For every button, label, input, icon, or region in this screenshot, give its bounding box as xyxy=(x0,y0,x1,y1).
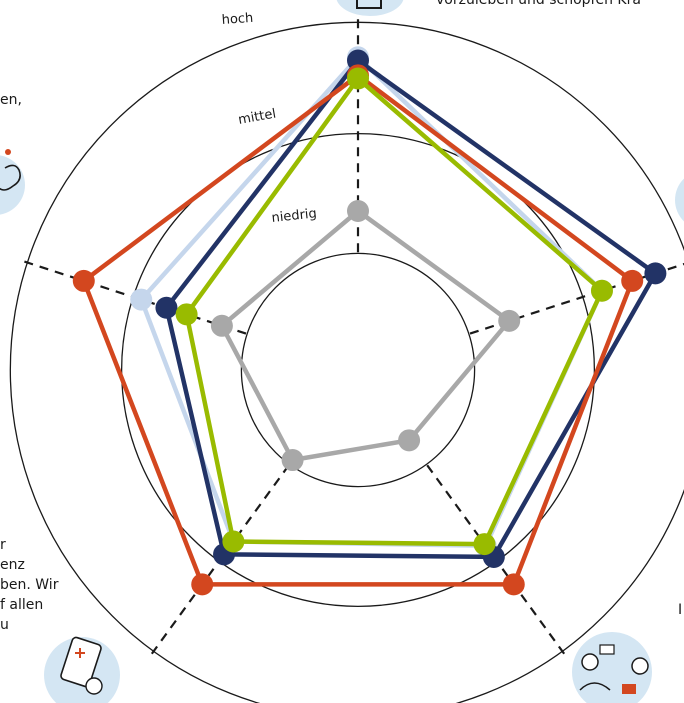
series-4-point-2 xyxy=(621,269,644,292)
chicken-icon xyxy=(0,149,25,215)
grid-ring-1 xyxy=(240,252,476,488)
series-5-point-3 xyxy=(473,533,496,556)
series-5-point-1 xyxy=(347,67,369,90)
ring-label-mittel: mittel xyxy=(237,107,277,128)
body-text-left-upper: en, xyxy=(0,90,22,110)
gift-icon xyxy=(336,0,404,16)
series-4-line xyxy=(81,73,635,587)
text-line: f allen xyxy=(0,597,44,613)
team-icon xyxy=(572,632,652,703)
series-1-line xyxy=(219,208,512,463)
series-4-point-4 xyxy=(191,573,214,596)
tablet-icon xyxy=(44,636,120,703)
body-text-left-lower: r enz ben. Wir f allen u xyxy=(0,535,58,635)
ring-labels: niedrig mittel hoch xyxy=(221,11,317,226)
ring-label-hoch: hoch xyxy=(221,11,254,28)
body-text-right-lower: I xyxy=(678,602,683,618)
series-3-point-5 xyxy=(155,296,178,319)
series-1-point-1 xyxy=(347,200,369,222)
radar-grid xyxy=(9,18,684,703)
text-line: ben. Wir xyxy=(0,577,59,593)
text-line: en, xyxy=(0,92,22,108)
series-4-point-5 xyxy=(72,269,95,292)
text-line: r xyxy=(0,537,6,553)
series-3-point-2 xyxy=(644,262,667,285)
ring-label-niedrig: niedrig xyxy=(271,206,318,226)
series-5-point-2 xyxy=(590,279,613,302)
series-4-point-3 xyxy=(502,573,525,596)
series-1-point-3 xyxy=(398,429,421,452)
text-line: u xyxy=(0,617,9,633)
series-2-point-5 xyxy=(130,288,153,311)
series-1-point-4 xyxy=(281,449,304,472)
radar-series xyxy=(72,46,667,596)
series-5-line xyxy=(184,76,605,547)
series-1-point-5 xyxy=(210,314,233,337)
series-5-point-4 xyxy=(222,530,245,553)
text-line: enz xyxy=(0,557,25,573)
hand-icon xyxy=(675,178,684,222)
body-text-top-right: vorzuleben und schöpfen Kra xyxy=(436,0,641,8)
series-2-line xyxy=(139,55,605,549)
series-1-point-2 xyxy=(498,309,521,332)
series-5-point-5 xyxy=(175,303,198,326)
series-3-line xyxy=(164,58,658,560)
grid-ring-3 xyxy=(9,21,684,703)
